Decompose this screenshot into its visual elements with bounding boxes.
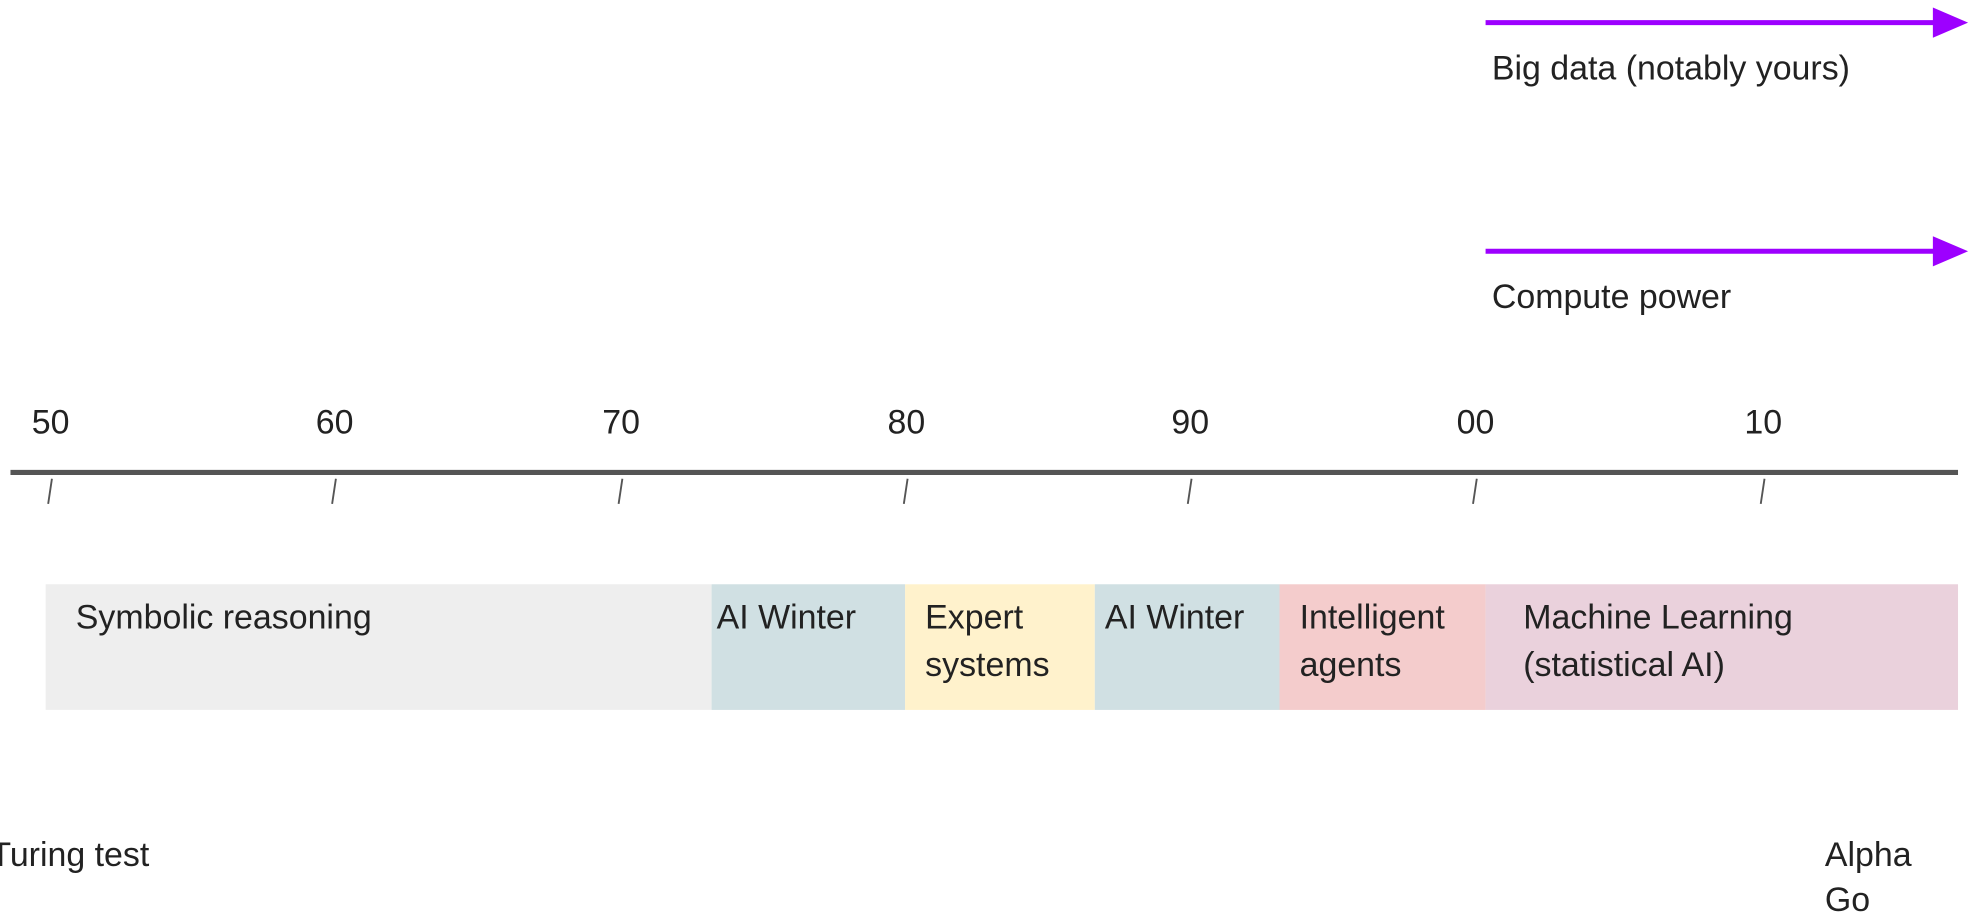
event-label: Go (1825, 881, 1870, 919)
era-label: Intelligent (1300, 598, 1446, 636)
era-label: (statistical AI) (1523, 646, 1725, 684)
event-label: Turing test (0, 836, 150, 874)
era-label: systems (925, 646, 1049, 684)
tick-label: 00 (1457, 404, 1495, 442)
tick-mark (331, 478, 337, 504)
tick-label: 50 (32, 404, 70, 442)
tick-mark (1186, 478, 1193, 504)
era-band (45, 584, 712, 710)
era-label: Expert (925, 598, 1024, 636)
tick-label: 90 (1171, 404, 1209, 442)
tick-label: 80 (887, 404, 925, 442)
era-band (1094, 584, 1280, 710)
arrow-head (1932, 7, 1969, 38)
tick-mark (617, 478, 624, 504)
tick-label: 10 (1744, 404, 1782, 442)
era-label: Machine Learning (1523, 598, 1793, 636)
tick-mark (1759, 478, 1766, 504)
tick-mark (1472, 478, 1478, 504)
era-band (905, 584, 1095, 710)
arrow-label: Compute power (1492, 278, 1731, 316)
event-label: Alpha (1825, 836, 1912, 874)
era-band (711, 584, 906, 710)
arrow-label: Big data (notably yours) (1492, 49, 1850, 87)
era-band (1485, 584, 1959, 710)
era-label: AI Winter (717, 598, 856, 636)
era-label: Symbolic reasoning (76, 598, 372, 636)
era-band (1279, 584, 1486, 710)
arrow-head (1932, 236, 1969, 267)
era-label: agents (1300, 646, 1402, 684)
tick-label: 60 (316, 404, 354, 442)
tick-label: 70 (602, 404, 640, 442)
tick-mark (47, 478, 53, 504)
era-label: AI Winter (1105, 598, 1244, 636)
tick-mark (902, 478, 909, 504)
